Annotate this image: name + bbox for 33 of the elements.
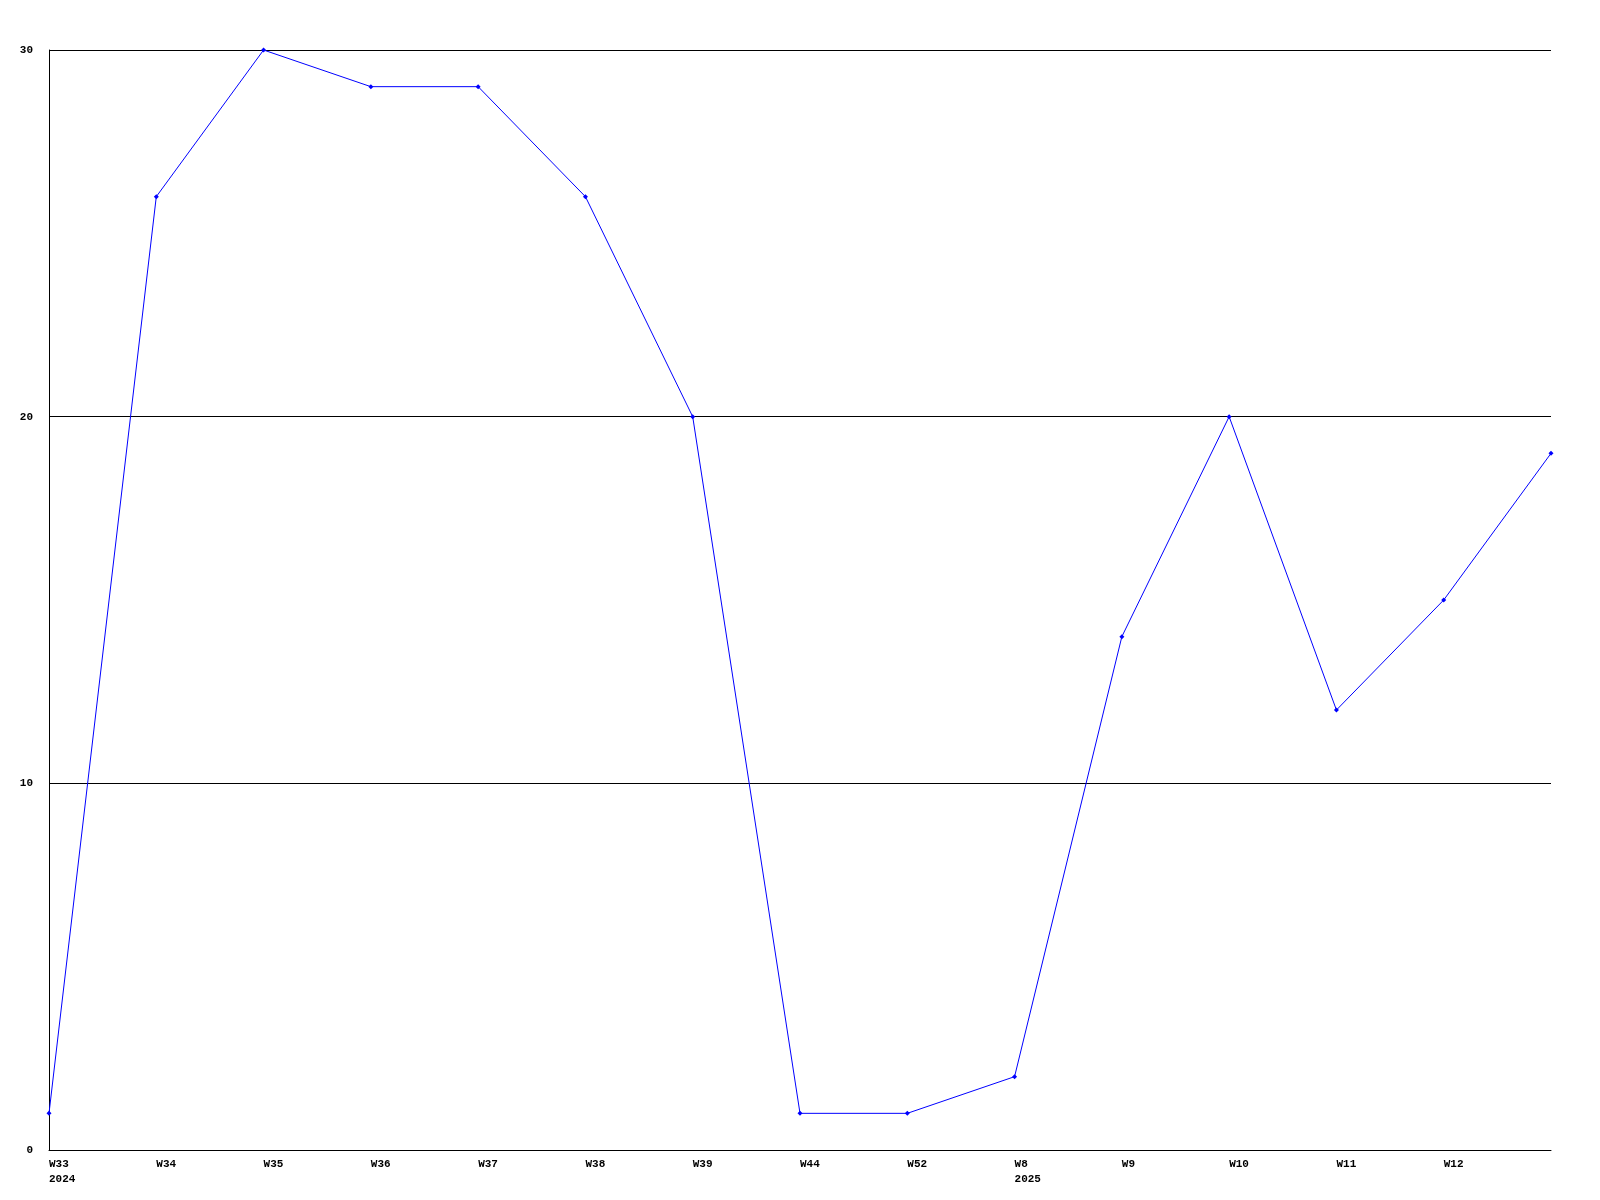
point (368, 84, 374, 90)
x-tick-label: W38 (585, 1157, 606, 1170)
x-tick-label: W8 2025 (1014, 1157, 1042, 1185)
x-tick-label: W35 (263, 1157, 284, 1170)
point (475, 84, 481, 90)
point (261, 47, 267, 53)
y-tick-label: 10 (19, 777, 33, 790)
point (1548, 450, 1554, 456)
point (1012, 1074, 1018, 1080)
x-tick-label: W10 (1229, 1157, 1249, 1170)
point (1119, 634, 1125, 640)
x-tick-label: W52 (907, 1157, 928, 1170)
y-tick-label: 30 (19, 44, 33, 56)
point (690, 414, 696, 420)
point (797, 1110, 803, 1116)
x-tick-label: W39 (692, 1157, 713, 1170)
point (904, 1110, 910, 1116)
x-tick-label: W34 (156, 1157, 177, 1170)
point (582, 194, 588, 200)
point (46, 1110, 52, 1116)
x-tick-label: W33 2024 (49, 1157, 76, 1185)
point (1226, 414, 1232, 420)
x-tick-label: W12 (1443, 1157, 1464, 1170)
x-tick-label: W9 (1121, 1157, 1136, 1170)
point (153, 194, 159, 200)
y-tick-label: 20 (19, 410, 33, 423)
point (1333, 707, 1339, 713)
x-tick-label: W37 (478, 1157, 498, 1170)
point (1441, 597, 1447, 603)
y-tick-label: 0 (26, 1144, 33, 1156)
x-tick-label: W36 (370, 1157, 391, 1170)
x-tick-label: W44 (800, 1157, 821, 1170)
x-tick-label: W11 (1336, 1157, 1357, 1170)
